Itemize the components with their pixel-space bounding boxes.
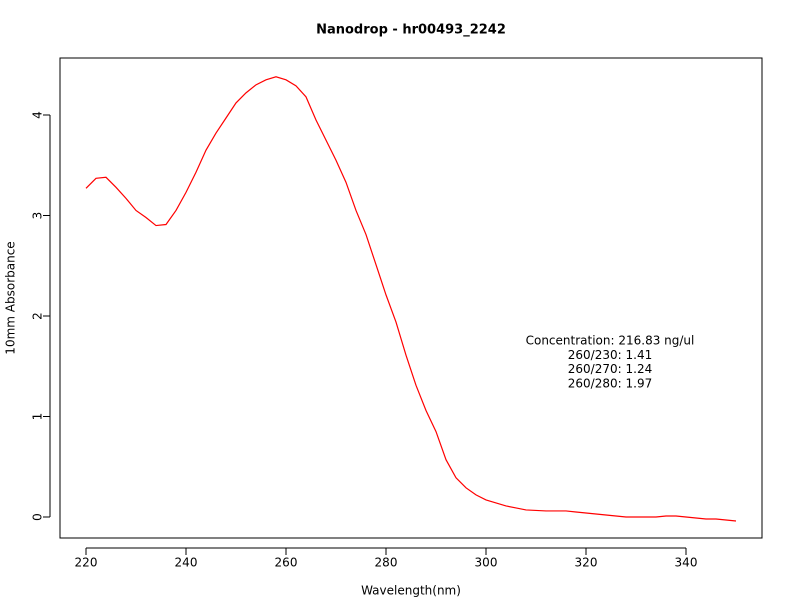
- annotation: Concentration: 216.83 ng/ul: [526, 334, 695, 348]
- x-tick-label: 260: [275, 556, 298, 570]
- x-tick-label: 280: [375, 556, 398, 570]
- y-tick-label: 2: [31, 312, 45, 320]
- y-tick-label: 4: [31, 111, 45, 119]
- x-tick-label: 300: [475, 556, 498, 570]
- x-tick-label: 220: [75, 556, 98, 570]
- y-tick-label: 3: [31, 212, 45, 220]
- data-line: [85, 76, 737, 522]
- y-tick-label: 1: [31, 413, 45, 421]
- x-tick-label: 240: [175, 556, 198, 570]
- x-axis-label: Wavelength(nm): [361, 584, 461, 598]
- y-axis-label: 10mm Absorbance: [4, 241, 18, 354]
- x-tick-label: 340: [675, 556, 698, 570]
- annotation: 260/230: 1.41: [568, 348, 652, 362]
- chart-title: Nanodrop - hr00493_2242: [316, 23, 506, 38]
- y-tick-label: 0: [31, 513, 45, 521]
- x-tick-label: 320: [575, 556, 598, 570]
- annotation: 260/270: 1.24: [568, 362, 652, 376]
- annotation: 260/280: 1.97: [568, 376, 652, 390]
- plot-frame: [59, 57, 763, 539]
